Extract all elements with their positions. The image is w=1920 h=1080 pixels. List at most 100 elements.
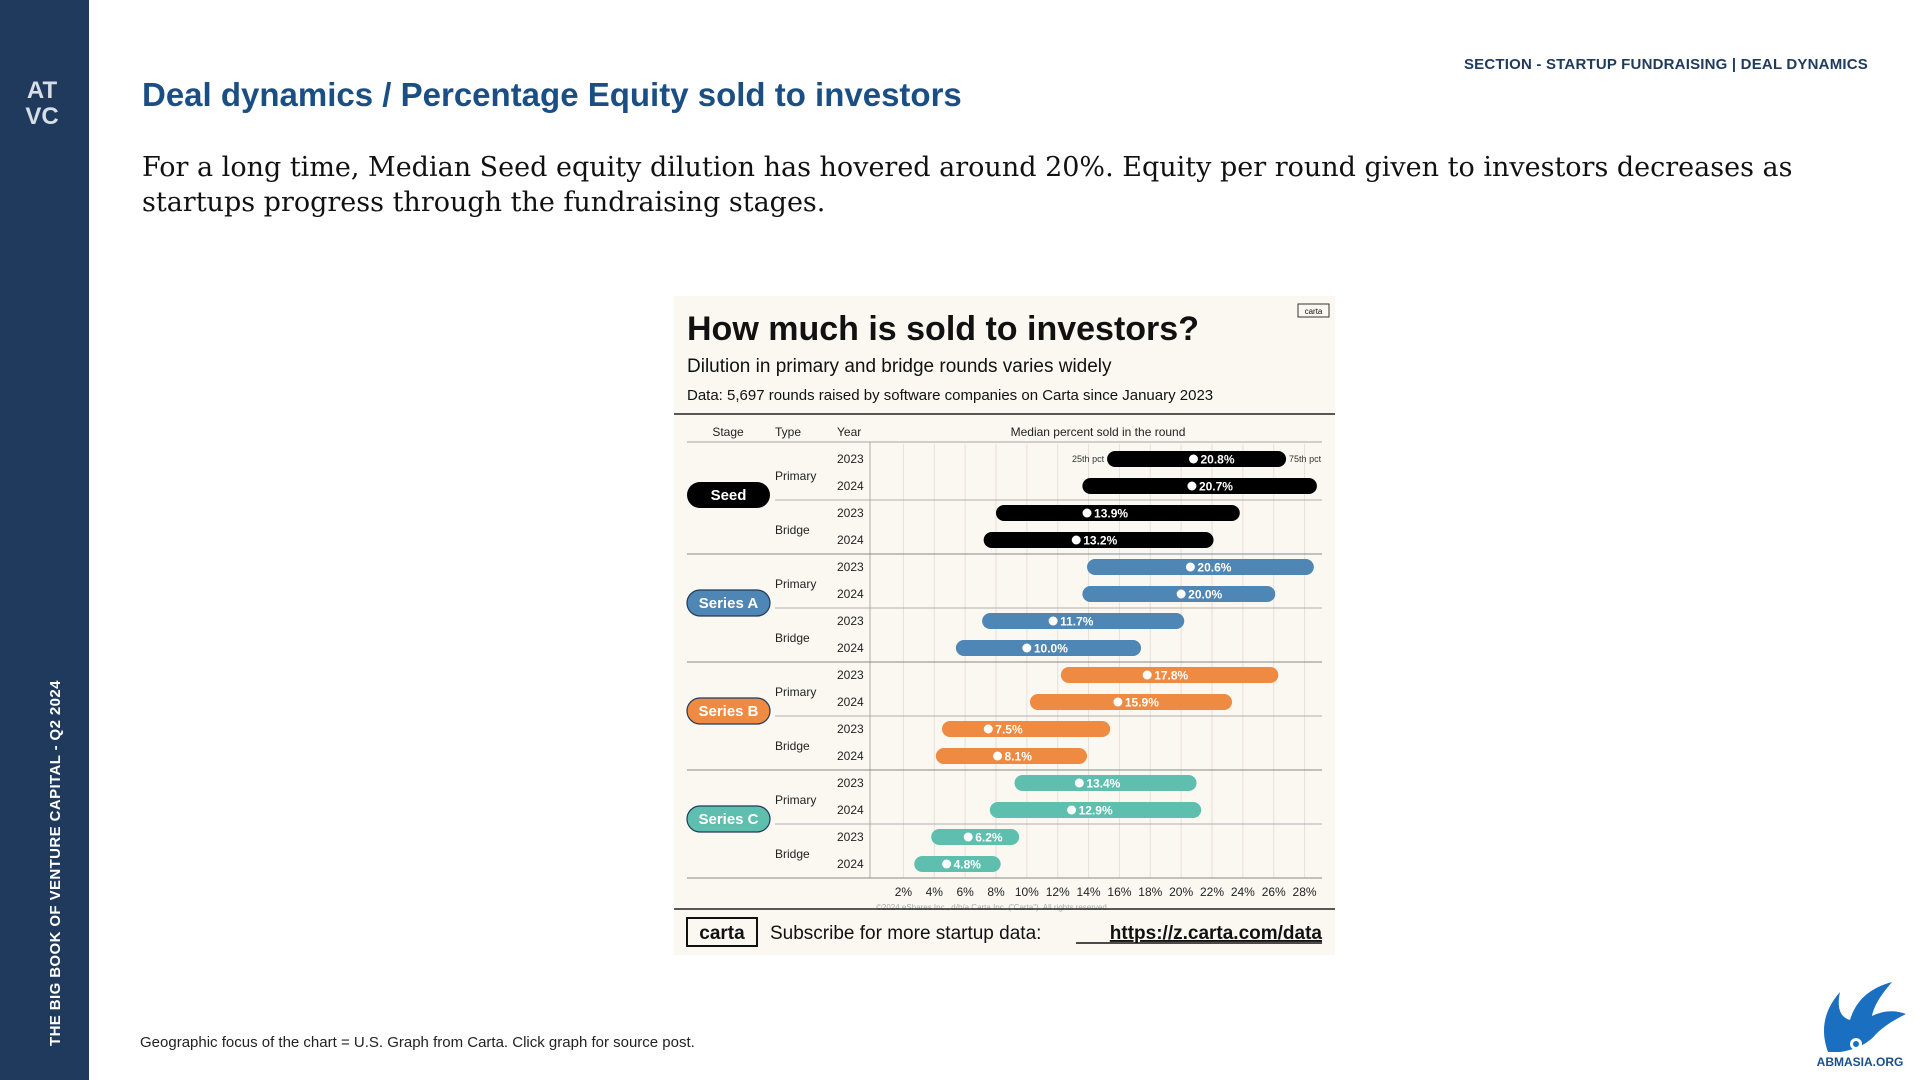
year-label: 2024	[837, 479, 864, 493]
svg-text:AT: AT	[27, 77, 58, 104]
median-label: 13.9%	[1094, 507, 1128, 521]
x-tick-label: 26%	[1262, 885, 1286, 899]
x-tick-label: 14%	[1077, 885, 1101, 899]
range-bar	[942, 721, 1111, 737]
chart-title: How much is sold to investors?	[687, 310, 1199, 348]
median-dot	[1187, 481, 1197, 491]
year-label: 2023	[837, 506, 864, 520]
stage-label: Series A	[699, 595, 759, 612]
range-bar	[1029, 694, 1233, 710]
type-label: Primary	[775, 793, 816, 807]
year-label: 2023	[837, 614, 864, 628]
year-label: 2024	[837, 803, 864, 817]
median-dot	[1188, 454, 1198, 464]
range-bar	[1014, 775, 1197, 791]
section-label: SECTION - STARTUP FUNDRAISING | DEAL DYN…	[1463, 56, 1868, 73]
sidebar: AT VC THE BIG BOOK OF VENTURE CAPITAL - …	[0, 0, 89, 1080]
x-tick-label: 18%	[1138, 885, 1162, 899]
stage-label: Series B	[698, 703, 758, 720]
x-tick-label: 16%	[1107, 885, 1131, 899]
x-tick-label: 6%	[956, 885, 974, 899]
year-label: 2023	[837, 668, 864, 682]
p25-label: 25th pct	[1072, 454, 1105, 464]
chart-subtitle: Dilution in primary and bridge rounds va…	[687, 356, 1112, 377]
stage-pill	[686, 805, 771, 833]
bird-logo-icon: ABMASIA.ORG	[1817, 982, 1906, 1069]
type-label: Primary	[775, 577, 816, 591]
median-dot	[963, 832, 973, 842]
footer-logo-box	[686, 917, 758, 947]
brand-label: carta	[1305, 307, 1323, 316]
chart-image-link[interactable]: How much is sold to investors? Dilution i…	[674, 296, 1335, 955]
dilution-chart[interactable]: How much is sold to investors? Dilution i…	[674, 296, 1335, 955]
corner-logo-text: ABMASIA.ORG	[1817, 1055, 1904, 1069]
median-dot	[1071, 535, 1081, 545]
x-tick-label: 22%	[1200, 885, 1224, 899]
median-label: 13.4%	[1086, 777, 1120, 791]
stage-label: Seed	[711, 487, 747, 504]
type-label: Bridge	[775, 631, 810, 645]
range-bar	[1087, 559, 1314, 575]
stage-label: Series C	[698, 811, 758, 828]
median-label: 17.8%	[1154, 669, 1188, 683]
range-bar	[989, 802, 1202, 818]
stage-pill	[686, 697, 771, 725]
footer-text: Subscribe for more startup data:	[770, 923, 1041, 944]
range-bar	[955, 640, 1142, 656]
median-label: 6.2%	[975, 831, 1003, 845]
median-dot	[1142, 670, 1152, 680]
range-bar	[1060, 667, 1279, 683]
x-tick-label: 20%	[1169, 885, 1193, 899]
year-label: 2023	[837, 560, 864, 574]
median-label: 4.8%	[954, 858, 982, 872]
type-label: Primary	[775, 685, 816, 699]
median-label: 7.5%	[995, 723, 1023, 737]
year-label: 2023	[837, 776, 864, 790]
range-bar	[914, 856, 1001, 872]
median-label: 20.8%	[1200, 453, 1234, 467]
x-tick-label: 12%	[1046, 885, 1070, 899]
stage-pill	[687, 482, 770, 508]
median-label: 8.1%	[1005, 750, 1033, 764]
median-dot	[942, 859, 952, 869]
stage-pill	[686, 589, 771, 617]
year-label: 2024	[837, 587, 864, 601]
page-title: Deal dynamics / Percentage Equity sold t…	[142, 76, 962, 113]
range-bar	[931, 829, 1020, 845]
column-header-year: Year	[837, 425, 861, 439]
median-dot	[1176, 589, 1186, 599]
year-label: 2024	[837, 695, 864, 709]
year-label: 2024	[837, 641, 864, 655]
footer-link[interactable]: https://z.carta.com/data	[1110, 923, 1323, 944]
x-tick-label: 2%	[895, 885, 913, 899]
range-bar	[983, 532, 1214, 548]
year-label: 2024	[837, 533, 864, 547]
year-label: 2023	[837, 452, 864, 466]
svg-text:VC: VC	[25, 103, 58, 130]
year-label: 2023	[837, 722, 864, 736]
year-label: 2024	[837, 749, 864, 763]
brand-box	[1297, 303, 1330, 318]
footer-logo: carta	[699, 923, 745, 944]
median-label: 13.2%	[1083, 534, 1117, 548]
x-tick-label: 28%	[1293, 885, 1317, 899]
page-subtitle: For a long time, Median Seed equity dilu…	[142, 152, 1793, 218]
median-label: 15.9%	[1125, 696, 1159, 710]
median-label: 20.6%	[1197, 561, 1231, 575]
x-tick-label: 10%	[1015, 885, 1039, 899]
range-bar	[982, 613, 1185, 629]
median-label: 11.7%	[1060, 615, 1094, 629]
median-dot	[983, 724, 993, 734]
range-bar	[935, 748, 1088, 764]
column-header-type: Type	[775, 425, 801, 439]
median-dot	[1113, 697, 1123, 707]
footnote: Geographic focus of the chart = U.S. Gra…	[140, 1034, 695, 1051]
atvc-logo-icon: AT VC	[25, 77, 58, 130]
x-tick-label: 4%	[926, 885, 944, 899]
median-label: 12.9%	[1079, 804, 1113, 818]
type-label: Primary	[775, 469, 816, 483]
median-dot	[1082, 508, 1092, 518]
copyright-text: ©2024 eShares Inc., d/b/a Carta Inc. ("C…	[876, 903, 1109, 912]
range-bar	[1082, 478, 1317, 494]
median-label: 20.7%	[1199, 480, 1233, 494]
